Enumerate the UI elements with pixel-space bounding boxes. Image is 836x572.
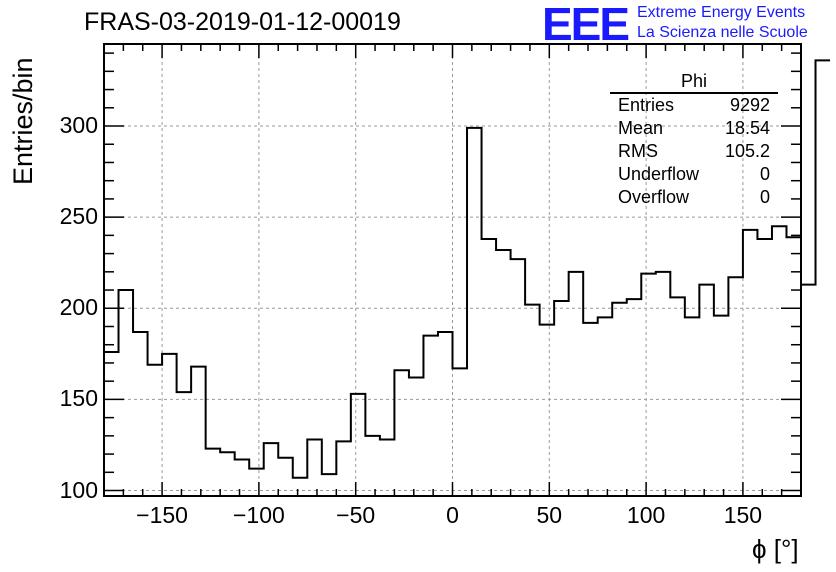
- logo-subtitle-1: Extreme Energy Events: [637, 4, 806, 21]
- x-tick-label: 0: [446, 502, 459, 528]
- stats-label: Overflow: [618, 187, 690, 207]
- x-tick-label: −100: [232, 502, 285, 528]
- histogram-line: [104, 59, 831, 479]
- y-tick-label: 150: [59, 385, 98, 412]
- stats-row-rms: RMS 105.2: [610, 140, 778, 163]
- stats-title: Phi: [610, 70, 778, 94]
- stats-box: Phi Entries 9292 Mean 18.54 RMS 105.2 Un…: [610, 70, 778, 209]
- stats-row-overflow: Overflow 0: [610, 186, 778, 209]
- y-tick-label: 200: [59, 294, 98, 321]
- logo-subtitle-2: La Scienza nelle Scuole: [637, 24, 808, 41]
- stats-label: Mean: [618, 118, 664, 138]
- stats-value: 0: [759, 164, 770, 184]
- stats-row-entries: Entries 9292: [610, 94, 778, 117]
- y-tick-label: 100: [59, 476, 98, 503]
- stats-row-underflow: Underflow 0: [610, 163, 778, 186]
- eee-logo: EEE: [542, 0, 630, 50]
- stats-label: Underflow: [618, 164, 700, 184]
- chart-title: FRAS-03-2019-01-12-00019: [84, 8, 401, 36]
- stats-value: 18.54: [724, 118, 770, 138]
- plot-frame: [103, 43, 802, 497]
- x-tick-label: 100: [626, 502, 666, 528]
- x-tick-label: −150: [136, 502, 188, 528]
- stats-value: 9292: [729, 95, 770, 115]
- x-axis-label: ϕ [°]: [752, 534, 799, 564]
- x-tick-label: −50: [336, 502, 376, 528]
- stats-label: Entries: [618, 95, 675, 115]
- y-axis-label: Entries/bin: [8, 57, 38, 185]
- stats-value: 0: [759, 187, 770, 207]
- y-tick-label: 250: [59, 203, 98, 230]
- axis-ticks: [103, 44, 802, 496]
- x-tick-label: 50: [536, 502, 563, 528]
- stats-value: 105.2: [724, 141, 770, 161]
- x-tick-label: 150: [723, 502, 763, 528]
- stats-label: RMS: [618, 141, 658, 161]
- stats-row-mean: Mean 18.54: [610, 117, 778, 140]
- y-tick-label: 300: [59, 112, 98, 139]
